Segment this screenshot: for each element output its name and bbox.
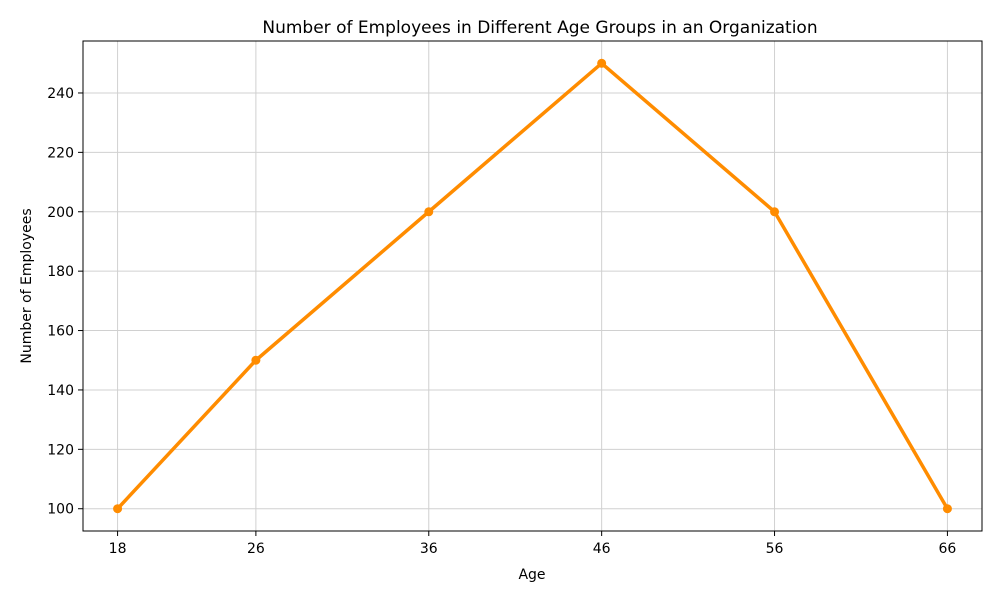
x-tick-label: 66 <box>939 541 957 557</box>
x-tick-label: 26 <box>247 541 265 557</box>
y-tick-label: 180 <box>47 264 74 280</box>
y-tick-label: 200 <box>47 205 74 221</box>
y-tick-label: 120 <box>47 442 74 458</box>
y-tick-label: 160 <box>47 324 74 340</box>
x-tick-label: 46 <box>593 541 611 557</box>
data-point <box>251 356 260 365</box>
data-point <box>770 207 779 216</box>
data-point <box>597 59 606 68</box>
y-tick-label: 100 <box>47 502 74 518</box>
y-tick-label: 240 <box>47 86 74 102</box>
data-point <box>943 504 952 513</box>
x-tick-label: 56 <box>766 541 784 557</box>
x-tick-label: 36 <box>420 541 438 557</box>
y-tick-label: 140 <box>47 383 74 399</box>
data-point <box>424 207 433 216</box>
chart-title: Number of Employees in Different Age Gro… <box>262 18 817 38</box>
y-axis-label: Number of Employees <box>19 208 35 363</box>
data-point <box>113 504 122 513</box>
x-axis-label: Age <box>518 567 545 583</box>
y-tick-label: 220 <box>47 145 74 161</box>
x-tick-label: 18 <box>109 541 127 557</box>
